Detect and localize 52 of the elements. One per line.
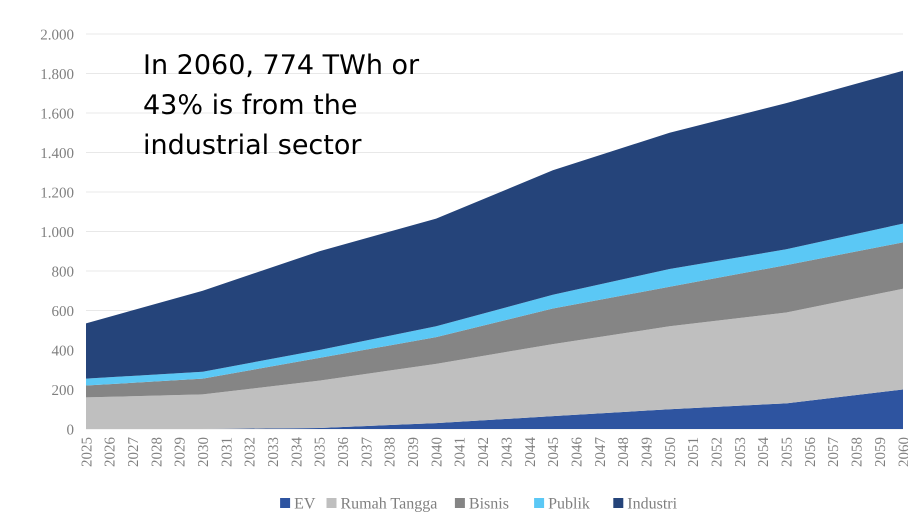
- y-tick-label: 400: [52, 343, 74, 360]
- x-tick-label: 2055: [780, 437, 796, 467]
- x-tick-label: 2026: [102, 436, 119, 467]
- x-tick-label: 2043: [499, 437, 516, 467]
- x-tick-label: 2044: [522, 436, 539, 467]
- x-tick-label: 2045: [546, 437, 562, 467]
- legend-label: EV: [294, 496, 316, 513]
- x-tick-label: 2040: [429, 437, 446, 467]
- x-tick-label: 2050: [662, 437, 679, 467]
- y-tick-label: 1.600: [40, 106, 74, 122]
- x-tick-label: 2028: [149, 437, 166, 467]
- x-tick-label: 2059: [872, 437, 889, 467]
- x-tick-label: 2037: [359, 436, 376, 467]
- y-tick-label: 1.200: [40, 185, 74, 202]
- legend-label: Publik: [548, 496, 590, 513]
- x-tick-label: 2033: [266, 437, 282, 467]
- x-tick-label: 2035: [312, 437, 329, 467]
- x-tick-label: 2027: [126, 436, 142, 467]
- y-tick-label: 2.000: [40, 27, 74, 44]
- x-tick-label: 2029: [172, 437, 189, 467]
- x-tick-label: 2030: [196, 437, 212, 467]
- x-tick-label: 2056: [802, 436, 819, 467]
- x-tick-label: 2032: [242, 437, 259, 467]
- x-tick-label: 2057: [826, 436, 842, 467]
- y-tick-label: 600: [52, 304, 74, 320]
- x-tick-label: 2046: [569, 436, 586, 467]
- legend-label: Industri: [627, 496, 678, 513]
- y-tick-label: 0: [66, 422, 74, 438]
- x-tick-label: 2049: [639, 437, 656, 467]
- x-tick-label: 2053: [732, 437, 749, 467]
- x-tick-label: 2042: [476, 437, 492, 467]
- x-tick-label: 2054: [756, 436, 772, 467]
- x-tick-label: 2039: [406, 437, 422, 467]
- x-tick-label: 2041: [452, 437, 469, 467]
- x-tick-label: 2048: [616, 437, 632, 467]
- x-tick-label: 2052: [710, 437, 726, 467]
- x-tick-label: 2031: [219, 437, 236, 467]
- y-tick-label: 200: [52, 382, 74, 399]
- x-tick-label: 2034: [289, 436, 306, 467]
- x-tick-label: 2051: [686, 437, 702, 467]
- legend-label: Rumah Tangga: [340, 496, 438, 513]
- y-tick-label: 1.000: [40, 224, 74, 241]
- y-tick-label: 1.400: [40, 146, 74, 162]
- x-tick-label: 2058: [850, 437, 866, 467]
- x-tick-label: 2025: [79, 437, 96, 467]
- y-tick-label: 800: [52, 264, 74, 280]
- x-tick-label: 2047: [592, 436, 609, 467]
- legend-label: Bisnis: [468, 496, 509, 513]
- y-tick-label: 1.800: [40, 66, 74, 83]
- x-tick-label: 2038: [382, 437, 399, 467]
- annotation: In 2060, 774 TWh or 43% is from the industrial sector: [143, 50, 420, 161]
- x-tick-label: 2036: [336, 436, 352, 467]
